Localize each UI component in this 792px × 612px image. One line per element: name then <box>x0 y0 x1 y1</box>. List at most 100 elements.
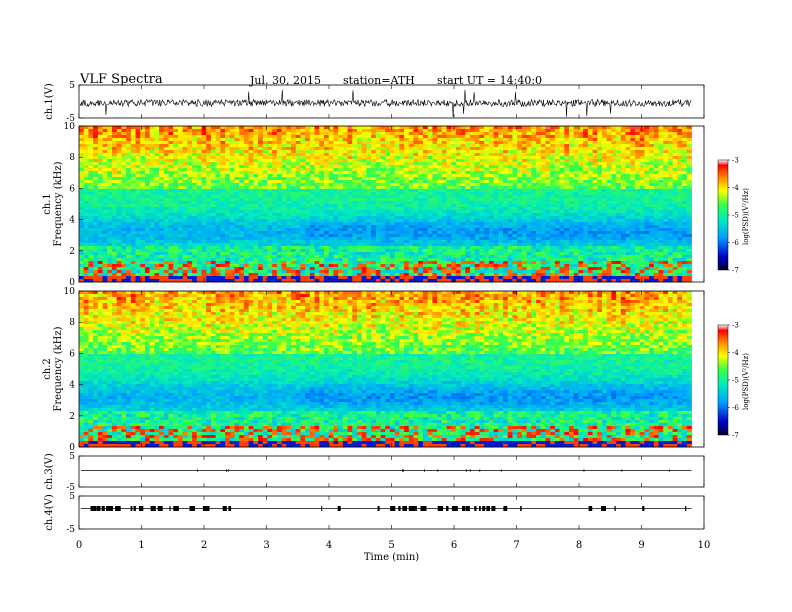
spectrogram-cell <box>116 210 122 214</box>
spectrogram-cell <box>526 234 532 238</box>
spectrogram-cell <box>517 129 523 133</box>
spectrogram-cell <box>300 201 306 205</box>
spectrogram-cell <box>309 171 315 175</box>
spectrogram-cell <box>234 189 240 193</box>
spectrogram-cell <box>394 240 400 244</box>
spectrogram-cell <box>465 246 471 250</box>
spectrogram-cell <box>173 132 179 136</box>
spectrogram-cell <box>413 234 419 238</box>
spectrogram-cell <box>276 129 282 133</box>
spectrogram-cell <box>121 261 127 265</box>
spectrogram-cell <box>177 264 184 268</box>
spectrogram-cell <box>225 192 231 196</box>
spectrogram-cell <box>206 144 212 148</box>
spectrogram-cell <box>258 216 264 220</box>
spectrogram-cell <box>102 237 108 241</box>
spectrogram-cell <box>342 204 348 208</box>
spectrogram-cell <box>394 165 400 169</box>
spectrogram-cell <box>149 222 155 226</box>
spectrogram-cell <box>356 216 363 220</box>
spectrogram-cell <box>220 258 226 262</box>
spectrogram-cell <box>253 237 259 241</box>
spectrogram-cell <box>314 249 320 253</box>
spectrogram-cell <box>239 276 245 280</box>
spectrogram-cell <box>352 240 358 244</box>
spectrogram-cell <box>234 195 240 199</box>
spectrogram-cell <box>291 147 297 151</box>
spectrogram-cell <box>328 261 334 265</box>
spectrogram-cell <box>102 279 108 283</box>
spectrogram-cell <box>83 261 89 265</box>
spectrogram-cell <box>253 183 259 187</box>
spectrogram-cell <box>493 216 499 220</box>
spectrogram-cell <box>234 162 240 166</box>
spectrogram-cell <box>319 165 325 169</box>
spectrogram-cell <box>206 165 212 169</box>
spectrogram-cell <box>248 225 254 229</box>
spectrogram-cell <box>140 219 146 223</box>
spectrogram-cell <box>380 213 386 217</box>
spectrogram-cell <box>479 207 485 211</box>
spectrogram-cell <box>361 258 367 262</box>
spectrogram-cell <box>102 207 108 211</box>
spectrogram-cell <box>215 138 221 142</box>
spectrogram-cell <box>234 159 240 163</box>
spectrogram-cell <box>408 264 414 268</box>
spectrogram-cell <box>451 213 457 217</box>
spectrogram-cell <box>507 198 513 202</box>
spectrogram-cell <box>507 258 513 262</box>
spectrogram-cell <box>220 165 226 169</box>
spectrogram-cell <box>380 183 386 187</box>
spectrogram-cell <box>140 246 146 250</box>
spectrogram-cell <box>328 129 334 133</box>
spectrogram-cell <box>210 237 217 241</box>
spectrogram-cell <box>333 207 339 211</box>
spectrogram-cell <box>121 213 127 217</box>
spectrogram-cell <box>342 246 348 250</box>
spectrogram-cell <box>239 156 245 160</box>
spectrogram-cell <box>432 198 438 202</box>
spectrogram-cell <box>309 228 315 232</box>
spectrogram-cell <box>187 228 193 232</box>
spectrogram-cell <box>239 198 245 202</box>
spectrogram-cell <box>470 162 476 166</box>
spectrogram-cell <box>267 258 273 262</box>
spectrogram-cell <box>517 132 523 136</box>
spectrogram-cell <box>262 183 268 187</box>
spectrogram-cell <box>347 243 353 247</box>
spectrogram-cell <box>111 186 118 190</box>
spectrogram-cell <box>474 219 480 223</box>
spectrogram-cell <box>413 222 419 226</box>
spectrogram-cell <box>272 132 278 136</box>
spectrogram-cell <box>121 135 127 139</box>
spectrogram-cell <box>488 252 495 256</box>
spectrogram-cell <box>262 216 268 220</box>
spectrogram-cell <box>380 192 386 196</box>
spectrogram-cell <box>220 279 226 283</box>
spectrogram-cell <box>215 279 221 283</box>
spectrogram-cell <box>418 159 424 163</box>
spectrogram-cell <box>262 243 268 247</box>
spectrogram-cell <box>173 183 179 187</box>
spectrogram-cell <box>149 129 155 133</box>
spectrogram-cell <box>526 204 532 208</box>
spectrogram-cell <box>314 273 320 277</box>
spectrogram-cell <box>116 144 122 148</box>
spectrogram-cell <box>455 252 462 256</box>
spectrogram-cell <box>149 162 155 166</box>
spectrogram-cell <box>385 240 391 244</box>
spectrogram-cell <box>380 210 386 214</box>
spectrogram-cell <box>314 153 320 157</box>
spectrogram-cell <box>163 273 169 277</box>
spectrogram-cell <box>389 180 396 184</box>
spectrogram-cell <box>248 204 254 208</box>
spectrogram-cell <box>488 180 495 184</box>
spectrogram-cell <box>470 237 476 241</box>
spectrogram-cell <box>413 132 419 136</box>
spectrogram-cell <box>121 270 127 274</box>
spectrogram-cell <box>253 255 259 259</box>
spectrogram-cell <box>328 204 334 208</box>
spectrogram-cell <box>512 192 518 196</box>
spectrogram-cell <box>319 162 325 166</box>
spectrogram-cell <box>149 189 155 193</box>
